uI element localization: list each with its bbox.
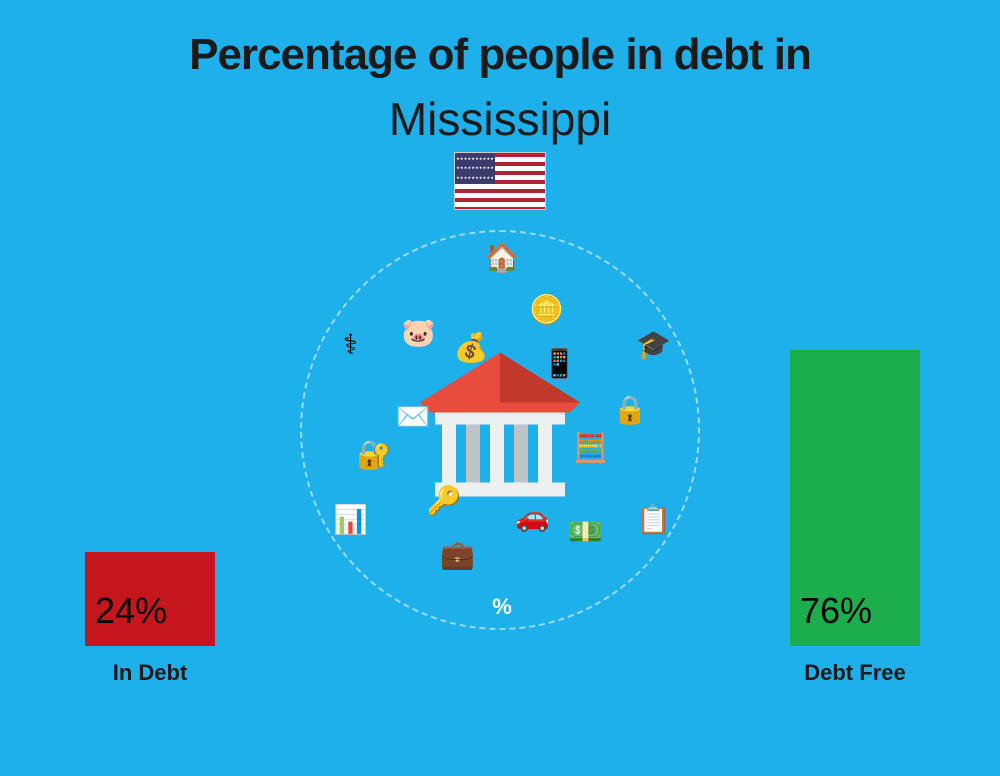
bar-debt_free: 76% Debt Free — [790, 350, 920, 686]
bar-label-in_debt: In Debt — [85, 660, 215, 686]
bar-rect-debt_free: 76% — [790, 350, 920, 646]
bar-rect-in_debt: 24% — [85, 552, 215, 646]
bar-value-in_debt: 24% — [95, 590, 167, 632]
bar-in_debt: 24% In Debt — [85, 552, 215, 686]
bar-chart: 24% In Debt 76% Debt Free — [0, 0, 1000, 776]
bar-value-debt_free: 76% — [800, 590, 872, 632]
bar-label-debt_free: Debt Free — [790, 660, 920, 686]
